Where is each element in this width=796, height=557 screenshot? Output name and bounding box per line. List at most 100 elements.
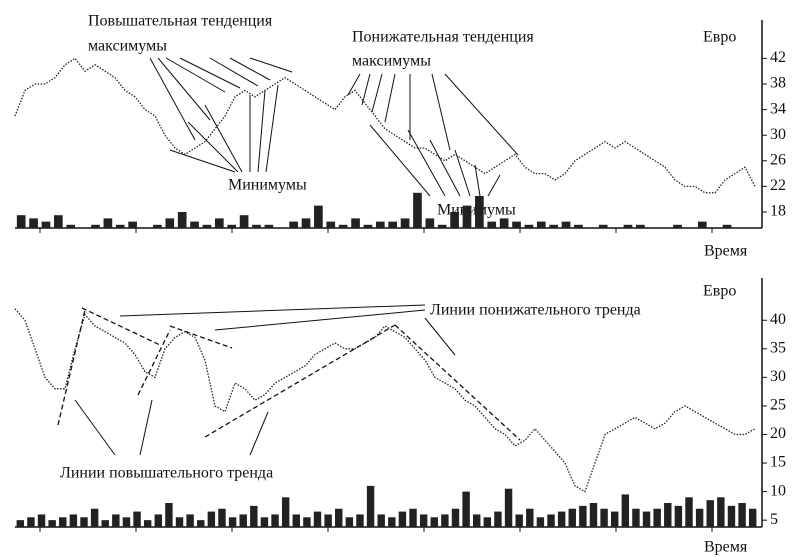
volume-bar [717, 497, 725, 527]
volume-bar [430, 517, 438, 527]
volume-bar [610, 511, 619, 527]
volume-bar [281, 497, 290, 527]
volume-bar [143, 520, 152, 527]
y-tick-label: 34 [770, 100, 786, 117]
volume-bar [228, 517, 237, 527]
volume-bar [80, 517, 88, 527]
volume-bar [598, 224, 608, 228]
volume-bar [685, 497, 693, 527]
annotation: Линии повышательного тренда [60, 465, 273, 482]
volume-bar [301, 218, 311, 228]
price-line [14, 57, 756, 194]
volume-bar [388, 517, 396, 527]
volume-bar [16, 215, 26, 228]
annotation: Минимумы [228, 177, 307, 194]
y-tick-label: 15 [770, 454, 786, 471]
volume-bar [589, 503, 598, 527]
volume-bar [165, 218, 175, 228]
volume-bar [29, 218, 38, 228]
volume-bar [133, 511, 141, 527]
volume-bar [48, 520, 56, 527]
volume-bar [568, 508, 576, 527]
volume-bar [512, 221, 521, 228]
volume-bar [16, 520, 25, 527]
volume-bar [441, 514, 449, 527]
volume-bar [338, 224, 348, 228]
x-label: Время [704, 243, 748, 260]
pointer-lines [74, 304, 456, 456]
volume-bar [271, 514, 279, 527]
volume-bar [748, 508, 757, 527]
volume-bar [41, 221, 51, 228]
y-tick-label: 30 [770, 126, 786, 143]
y-tick-label: 42 [770, 49, 786, 66]
annotation: Понижательная тенденция [352, 29, 534, 46]
y-label: Евро [703, 29, 736, 46]
volume-bar [450, 212, 459, 228]
volume-bar [313, 511, 322, 527]
volume-bar [128, 221, 137, 228]
volume-bar [59, 517, 67, 527]
volume-bar [722, 224, 732, 228]
volume-bar [356, 514, 364, 527]
volume-bar [419, 514, 428, 527]
volume-bar [561, 221, 571, 228]
volume-bar [524, 224, 534, 228]
y-tick-label: 40 [770, 311, 786, 328]
volume-bar [326, 221, 336, 228]
volume-bar [536, 221, 546, 228]
volume-bar [103, 218, 113, 228]
volume-bar [727, 505, 736, 527]
volume-bar [515, 514, 523, 527]
volume-bar [66, 224, 76, 228]
annotation: максимумы [88, 38, 167, 55]
volume-bar [324, 514, 332, 527]
y-tick-label: 20 [770, 425, 786, 442]
y-tick-label: 18 [770, 203, 786, 220]
volume-bar [487, 221, 497, 228]
volume-bar [653, 508, 661, 527]
volume-bar [600, 508, 608, 527]
volume-bar [673, 224, 682, 228]
volume-bar [409, 508, 417, 527]
volume-bar [37, 514, 46, 527]
volume-bar [345, 517, 354, 527]
pointer-lines [149, 57, 519, 197]
volume-bar [202, 224, 212, 228]
volume-bar [90, 508, 99, 527]
y-tick-label: 35 [770, 339, 786, 356]
volume-bar [557, 511, 566, 527]
volume-bar [451, 508, 460, 527]
volume-bar [335, 508, 343, 527]
volume-bar [388, 221, 398, 228]
volume-bar [54, 215, 63, 228]
volume-bar [706, 500, 714, 527]
volume-bar [115, 224, 125, 228]
volume-bar [413, 192, 422, 228]
volume-bar [239, 514, 247, 527]
volume-bar [165, 503, 173, 527]
volume-bar [738, 503, 746, 527]
volume-bar [218, 508, 226, 527]
volume-bar [664, 503, 672, 527]
volume-bar [483, 517, 492, 527]
volume-bar [303, 517, 311, 527]
annotation: Повышательная тенденция [88, 13, 273, 30]
volume-bar [462, 205, 472, 228]
y-tick-label: 26 [770, 151, 786, 168]
volume-bar [579, 505, 587, 527]
volume-bar [632, 508, 640, 527]
y-tick-label: 5 [770, 511, 778, 528]
volume-bar [621, 494, 630, 527]
volume-bar [437, 224, 447, 228]
volume-bar [292, 514, 300, 527]
volume-bar [207, 511, 216, 527]
volume-bar [91, 224, 100, 228]
y-tick-label: 22 [770, 177, 786, 194]
volume-bar [536, 517, 545, 527]
volume-bar [674, 505, 683, 527]
volume-bar [190, 221, 199, 228]
volume-bar [175, 517, 184, 527]
volume-bar [636, 224, 645, 228]
volume-bar [214, 218, 224, 228]
